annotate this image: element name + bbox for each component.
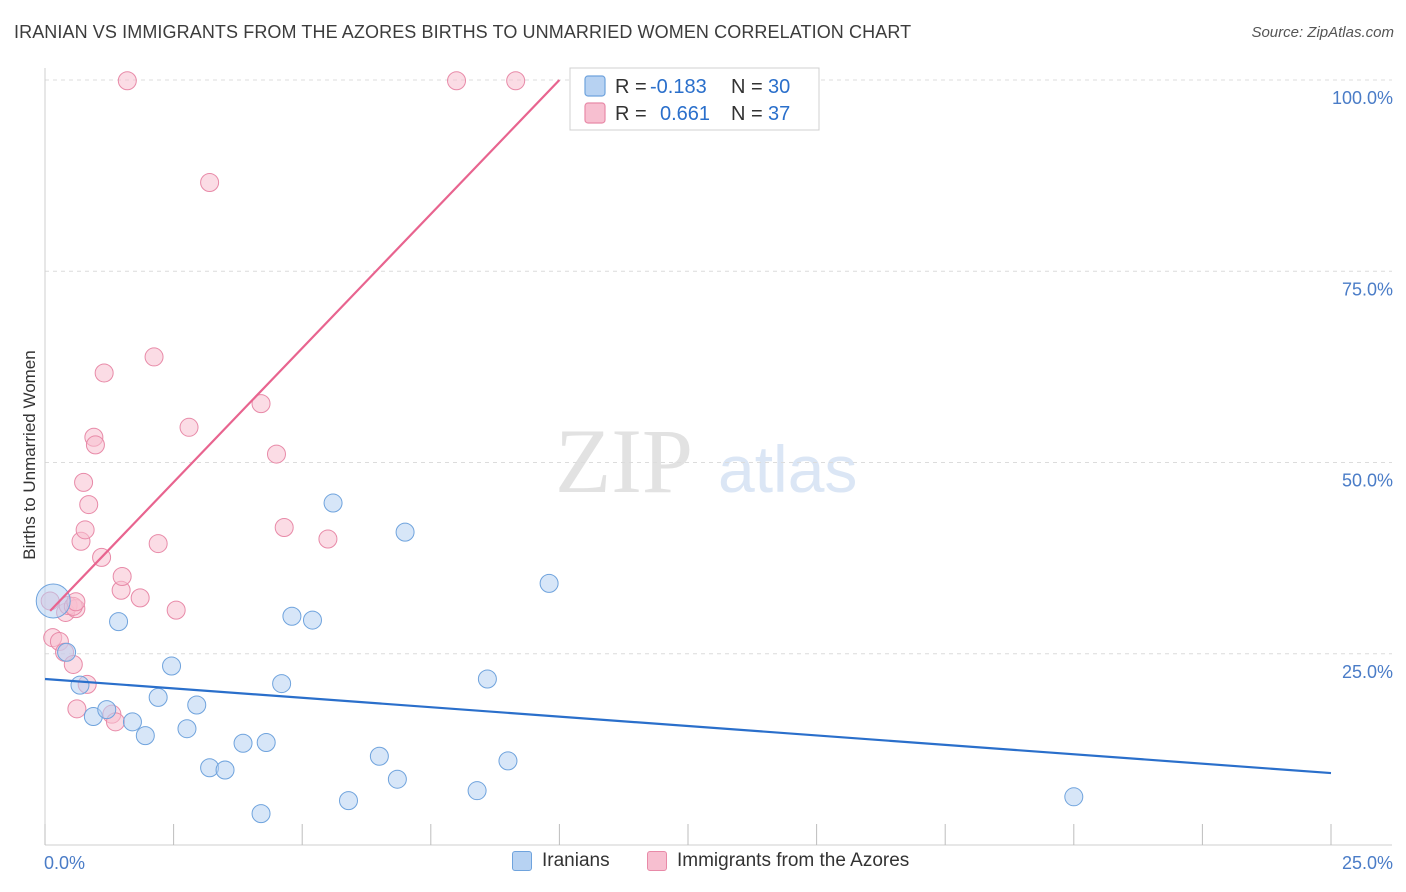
azores-point bbox=[79, 495, 99, 515]
azores-point bbox=[67, 699, 87, 719]
x-tick-label: 25.0% bbox=[1342, 853, 1393, 873]
y-tick-label: 50.0% bbox=[1342, 471, 1393, 491]
axes bbox=[44, 68, 1392, 846]
legend-r-label-2: R = bbox=[615, 103, 647, 125]
iranians-point bbox=[302, 610, 322, 630]
azores-point bbox=[112, 566, 132, 586]
iranians-point bbox=[109, 612, 129, 632]
correlation-legend: R = -0.183 N = 30 R = 0.661 N = 37 bbox=[569, 67, 820, 131]
watermark-zip: ZIP bbox=[555, 410, 693, 512]
azores-point bbox=[94, 363, 114, 383]
azores-point bbox=[117, 71, 137, 91]
iranians-point bbox=[539, 573, 559, 593]
azores-point bbox=[266, 444, 286, 464]
iranians-point bbox=[148, 687, 168, 707]
iranians-point bbox=[338, 791, 358, 811]
iranians-point bbox=[251, 804, 271, 824]
legend-n-label-1: N = bbox=[731, 76, 763, 98]
legend-n-value-2: 37 bbox=[768, 103, 790, 125]
iranians-point bbox=[97, 700, 117, 720]
legend-swatch-iranians bbox=[584, 75, 606, 97]
iranians-point bbox=[215, 760, 235, 780]
iranians-point bbox=[177, 719, 197, 739]
legend-n-value-1: 30 bbox=[768, 76, 790, 98]
y-tick-label: 100.0% bbox=[1332, 88, 1393, 108]
legend-r-value-1: -0.183 bbox=[650, 76, 707, 98]
iranians-trend-line bbox=[44, 677, 1332, 775]
chart-title: IRANIAN VS IMMIGRANTS FROM THE AZORES BI… bbox=[14, 22, 912, 42]
iranians-point bbox=[369, 746, 389, 766]
watermark-atlas: atlas bbox=[718, 432, 857, 506]
iranians-point bbox=[1064, 787, 1084, 807]
series-legend: Iranians Immigrants from the Azores bbox=[0, 850, 1406, 880]
legend-r-label-1: R = bbox=[615, 76, 647, 98]
iranians-point bbox=[135, 726, 155, 746]
azores-point bbox=[85, 435, 105, 455]
trend-lines bbox=[44, 79, 1332, 775]
iranians-point bbox=[70, 675, 90, 695]
y-tick-label: 25.0% bbox=[1342, 662, 1393, 682]
azores-point bbox=[447, 71, 467, 91]
iranians-point bbox=[498, 751, 518, 771]
azores-point bbox=[318, 529, 338, 549]
azores-point bbox=[166, 600, 186, 620]
azores-point bbox=[148, 534, 168, 554]
tick-labels: 25.0% 50.0% 75.0% 100.0% 0.0% 25.0% bbox=[44, 88, 1393, 873]
x-tick-label: 0.0% bbox=[44, 853, 85, 873]
legend-r-value-2: 0.661 bbox=[660, 103, 710, 125]
legend-item-azores: Immigrants from the Azores bbox=[647, 850, 909, 872]
legend-swatch-azores-bottom bbox=[647, 851, 667, 871]
iranians-point bbox=[35, 583, 71, 619]
azores-point bbox=[130, 588, 150, 608]
azores-trend-line bbox=[49, 79, 561, 612]
iranians-point bbox=[233, 733, 253, 753]
azores-point bbox=[74, 472, 94, 492]
iranians-point bbox=[256, 732, 276, 752]
iranians-point bbox=[467, 781, 487, 801]
legend-label-iranians: Iranians bbox=[542, 850, 610, 871]
legend-swatch-azores bbox=[584, 102, 606, 124]
iranians-point bbox=[122, 712, 142, 732]
azores-point bbox=[506, 71, 526, 91]
legend-label-azores: Immigrants from the Azores bbox=[677, 850, 910, 871]
azores-points bbox=[40, 71, 526, 732]
iranians-point bbox=[162, 656, 182, 676]
azores-point bbox=[144, 347, 164, 367]
azores-point bbox=[200, 173, 220, 193]
iranians-point bbox=[57, 642, 77, 662]
iranians-point bbox=[395, 522, 415, 542]
azores-point bbox=[251, 394, 271, 414]
gridlines bbox=[45, 79, 1392, 655]
y-axis-label: Births to Unmarried Women bbox=[20, 350, 39, 559]
iranians-point bbox=[187, 695, 207, 715]
iranians-point bbox=[272, 674, 292, 694]
iranians-point bbox=[282, 606, 302, 626]
legend-swatch-iranians-bottom bbox=[512, 851, 532, 871]
legend-n-label-2: N = bbox=[731, 103, 763, 125]
iranians-point bbox=[323, 493, 343, 513]
iranians-points bbox=[35, 493, 1084, 824]
iranians-point bbox=[387, 769, 407, 789]
iranians-point bbox=[477, 669, 497, 689]
azores-point bbox=[75, 520, 95, 540]
y-tick-label: 75.0% bbox=[1342, 279, 1393, 299]
azores-point bbox=[274, 518, 294, 538]
source-label: Source: ZipAtlas.com bbox=[1251, 24, 1394, 41]
azores-point bbox=[179, 417, 199, 437]
legend-item-iranians: Iranians bbox=[512, 850, 610, 872]
